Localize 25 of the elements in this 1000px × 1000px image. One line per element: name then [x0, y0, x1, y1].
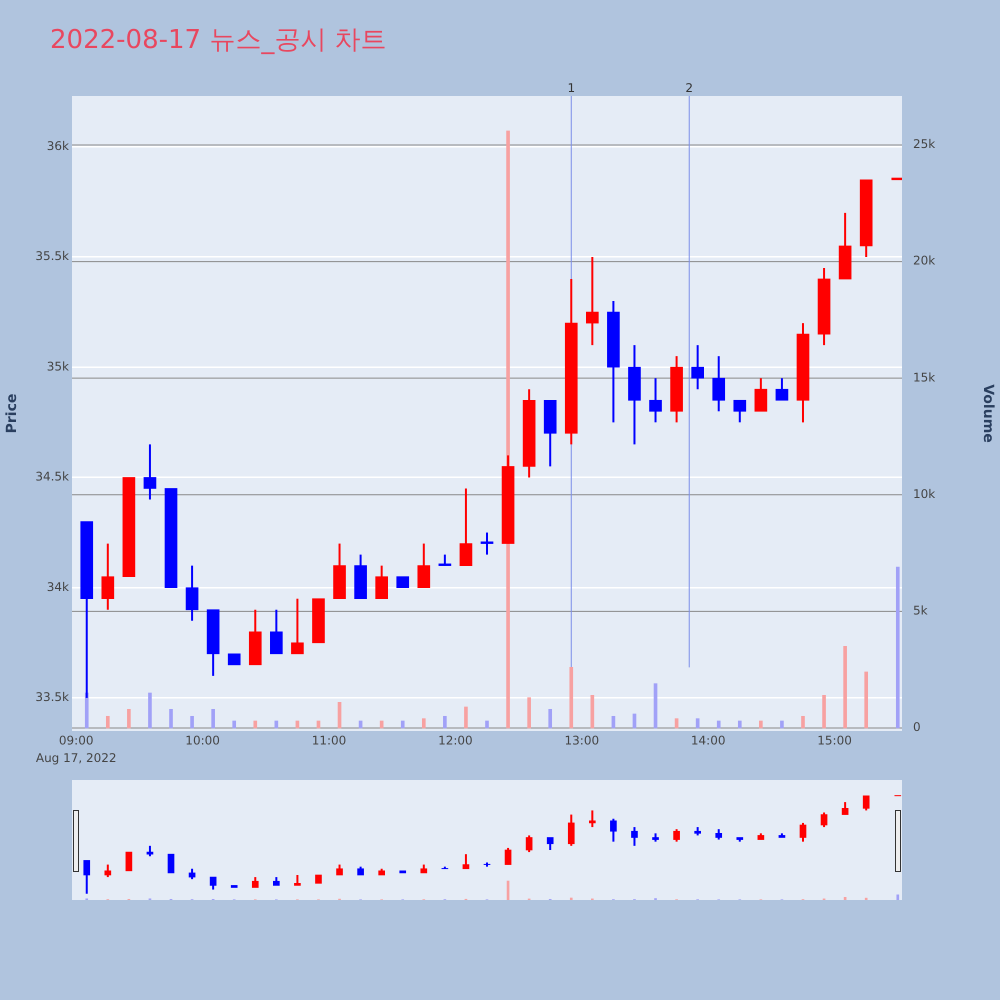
ref-line-label: 1: [567, 81, 576, 96]
ref-line-label: 2: [685, 81, 694, 96]
y2-tick-label: 25k: [913, 137, 936, 152]
y-tick-label: 35k: [46, 359, 70, 374]
text: Aug 17, 2022: [36, 751, 117, 766]
y-tick-label: 34.5k: [35, 470, 70, 484]
x-tick-label: 14:00: [690, 733, 726, 748]
y2-axis-title: Volume: [980, 384, 996, 443]
y2-tick-label: 10k: [913, 486, 936, 501]
x-tick-label: 15:00: [817, 733, 852, 748]
x-tick-label: 11:00: [312, 733, 346, 748]
y2-tick-label: 20k: [913, 254, 936, 268]
y2-tick-label: 15k: [913, 370, 936, 384]
chart-title: 2022-08-17 뉴스_공시 차트: [50, 24, 387, 57]
x-tick-label: 09:00: [58, 733, 94, 748]
y2-tick-label: 5k: [913, 603, 928, 618]
x-tick-label: 10:00: [185, 733, 220, 748]
y-tick-label: 35.5k: [35, 249, 70, 264]
y-tick-label: 34k: [46, 580, 70, 594]
x-tick-label: 13:00: [564, 733, 600, 748]
x-tick-label: 12:00: [438, 733, 473, 748]
y-axis-title: Price: [4, 394, 20, 434]
y-tick-label: 36k: [46, 138, 70, 153]
y-tick-label: 33.5k: [35, 690, 70, 704]
y2-tick-label: 0: [913, 720, 921, 734]
